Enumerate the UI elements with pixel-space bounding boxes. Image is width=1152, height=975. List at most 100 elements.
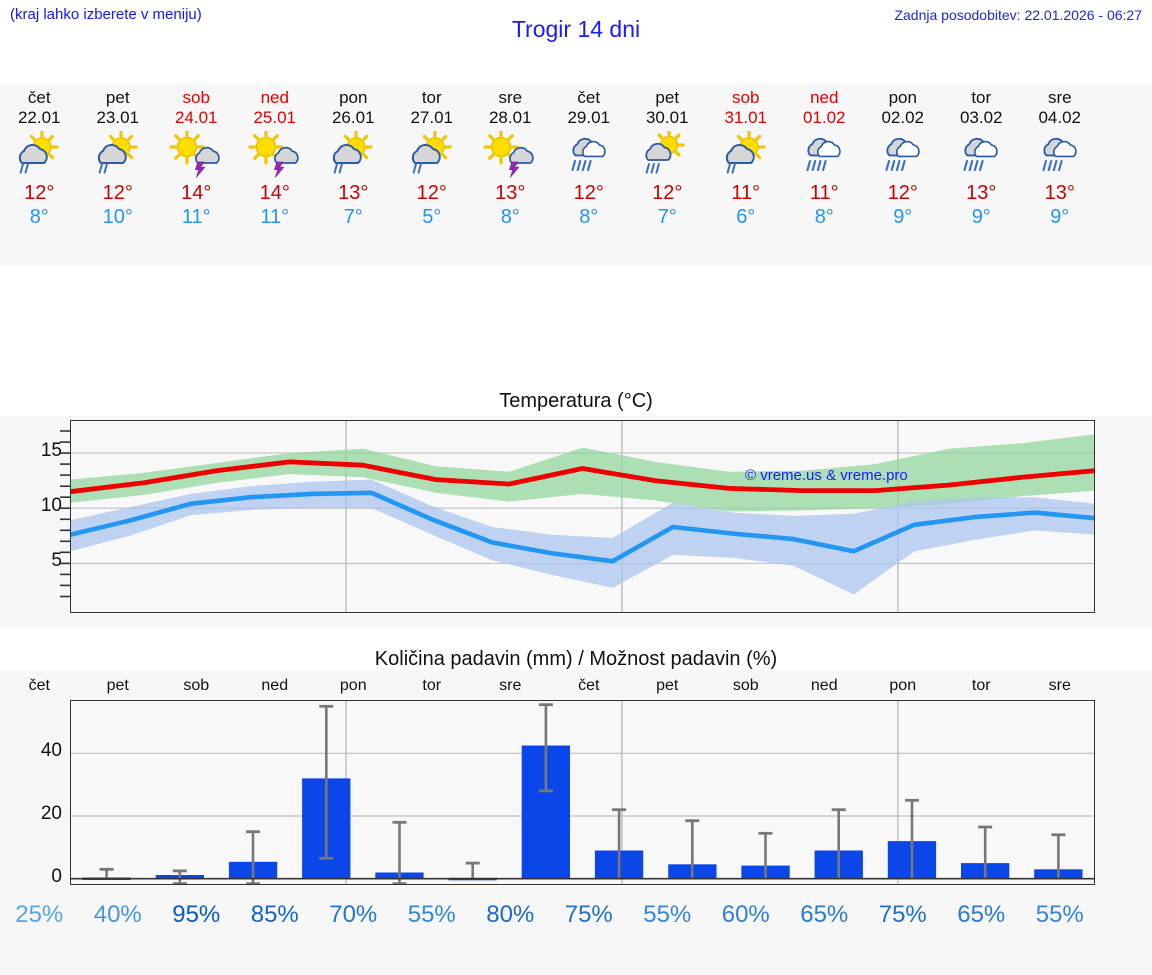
top-bar: (kraj lahko izberete v meniju) Trogir 14… xyxy=(0,0,1152,62)
last-updated-text: Zadnja posodobitev: 22.01.2026 - 06:27 xyxy=(894,7,1142,23)
forecast-day-column[interactable]: tor 03.02 13° 9° xyxy=(942,84,1021,266)
day-date: 30.01 xyxy=(645,108,689,127)
forecast-day-column[interactable]: pon 26.01 13° 7° xyxy=(314,84,393,266)
day-min-temp: 8° xyxy=(814,206,834,228)
sun-cloud-thunder-icon xyxy=(479,131,541,179)
precip-chart-title-backdrop xyxy=(0,640,1152,670)
precipitation-day-label: pon xyxy=(339,677,367,694)
day-max-temp: 12° xyxy=(416,182,447,204)
precipitation-day-labels: čet pet sob ned pon tor sre čet pet sob ned pon tor s… xyxy=(0,675,1152,697)
precipitation-probability: 65% xyxy=(800,901,849,928)
day-max-temp: 13° xyxy=(338,182,369,204)
forecast-day-column[interactable]: tor 27.01 12° 5° xyxy=(393,84,472,266)
day-max-temp: 12° xyxy=(573,182,604,204)
day-max-temp: 11° xyxy=(809,182,839,204)
precipitation-day-label: sob xyxy=(732,677,759,694)
day-date: 26.01 xyxy=(331,108,375,127)
day-min-temp: 9° xyxy=(893,206,913,228)
day-name: tor xyxy=(971,88,992,107)
precipitation-probability: 55% xyxy=(643,901,692,928)
precipitation-probability: 55% xyxy=(407,901,456,928)
temperature-axis-ticks xyxy=(60,430,70,598)
day-name: sob xyxy=(182,88,210,107)
forecast-day-strip: čet 22.01 12° 8° pet 23.01 12° 10° sob 24.01 14… xyxy=(0,84,1152,266)
precipitation-probability: 25% xyxy=(15,901,64,928)
forecast-day-column[interactable]: čet 22.01 12° 8° xyxy=(0,84,79,266)
day-max-temp: 11° xyxy=(731,182,761,204)
precipitation-day-label: tor xyxy=(971,677,991,694)
precipitation-probability: 70% xyxy=(329,901,378,928)
precipitation-day-label: pon xyxy=(889,677,917,694)
forecast-day-column[interactable]: sob 24.01 14° 11° xyxy=(157,84,236,266)
day-name: pon xyxy=(339,88,368,107)
precipitation-day-label: tor xyxy=(422,677,442,694)
forecast-day-column[interactable]: pon 02.02 12° 9° xyxy=(864,84,943,266)
day-date: 29.01 xyxy=(567,108,611,127)
day-date: 25.01 xyxy=(253,108,297,127)
precipitation-chart-title: Količina padavin (mm) / Možnost padavin … xyxy=(374,648,778,670)
forecast-day-column[interactable]: sob 31.01 11° 6° xyxy=(707,84,786,266)
precipitation-day-label: pet xyxy=(106,677,129,694)
sun-cloud-thunder-icon xyxy=(244,131,306,179)
precipitation-day-label: sre xyxy=(499,677,522,694)
day-min-temp: 9° xyxy=(971,206,991,228)
day-max-temp: 13° xyxy=(495,182,526,204)
page-title: Trogir 14 dni xyxy=(511,16,641,42)
day-max-temp: 13° xyxy=(966,182,997,204)
sun-cloud-rain-icon xyxy=(322,131,384,179)
precipitation-day-label: čet xyxy=(28,677,50,694)
day-min-temp: 7° xyxy=(343,206,363,228)
day-date: 01.02 xyxy=(802,108,846,127)
precipitation-y-tick-label: 0 xyxy=(51,865,62,887)
day-min-temp: 8° xyxy=(29,206,49,228)
day-date: 31.01 xyxy=(724,108,768,127)
forecast-day-column[interactable]: pet 30.01 12° 7° xyxy=(628,84,707,266)
day-name: sre xyxy=(498,88,523,107)
day-name: čet xyxy=(577,88,601,107)
forecast-day-column[interactable]: ned 25.01 14° 11° xyxy=(236,84,315,266)
cloud-heavy-rain-icon xyxy=(950,131,1012,179)
day-min-temp: 9° xyxy=(1050,206,1070,228)
day-date: 27.01 xyxy=(410,108,454,127)
day-min-temp: 11° xyxy=(260,206,290,228)
day-date: 02.02 xyxy=(881,108,925,127)
temperature-chart-title: Temperatura (°C) xyxy=(0,388,1152,414)
day-date: 23.01 xyxy=(96,108,140,127)
temperature-y-tick-label: 15 xyxy=(40,440,62,462)
forecast-day-column[interactable]: sre 28.01 13° 8° xyxy=(471,84,550,266)
precipitation-probability: 55% xyxy=(1035,901,1084,928)
precipitation-probability: 75% xyxy=(878,901,927,928)
cloud-heavy-rain-icon xyxy=(1029,131,1091,179)
sun-cloud-rain-icon xyxy=(8,131,70,179)
forecast-day-column[interactable]: pet 23.01 12° 10° xyxy=(79,84,158,266)
precipitation-probability: 95% xyxy=(172,901,221,928)
day-min-temp: 5° xyxy=(422,206,442,228)
precipitation-probability: 85% xyxy=(250,901,299,928)
temperature-y-tick-label: 10 xyxy=(40,495,62,517)
day-date: 22.01 xyxy=(17,108,61,127)
precipitation-plot xyxy=(70,700,1095,885)
sun-cloud-heavy-rain-icon xyxy=(636,131,698,179)
day-max-temp: 12° xyxy=(887,182,918,204)
precipitation-day-label: ned xyxy=(810,677,838,694)
sun-cloud-thunder-icon xyxy=(165,131,227,179)
day-min-temp: 7° xyxy=(657,206,677,228)
precipitation-day-label: sre xyxy=(1048,677,1071,694)
precipitation-probability-labels: 25% 40% 95% 85% 70% 55% 80% 75% 55% 60% 65% 75% 65% 5… xyxy=(0,898,1152,934)
day-name: pon xyxy=(888,88,917,107)
temperature-y-tick-label: 5 xyxy=(51,550,62,572)
day-max-temp: 13° xyxy=(1044,182,1075,204)
day-min-temp: 8° xyxy=(500,206,520,228)
temperature-plot xyxy=(70,420,1095,613)
day-date: 24.01 xyxy=(174,108,218,127)
forecast-day-column[interactable]: sre 04.02 13° 9° xyxy=(1021,84,1100,266)
forecast-day-column[interactable]: čet 29.01 12° 8° xyxy=(550,84,629,266)
copyright-notice: © vreme.us & vreme.pro xyxy=(745,467,908,484)
forecast-day-column[interactable]: ned 01.02 11° 8° xyxy=(785,84,864,266)
precipitation-day-label: ned xyxy=(261,677,289,694)
day-max-temp: 14° xyxy=(181,182,212,204)
day-max-temp: 12° xyxy=(24,182,55,204)
cloud-heavy-rain-icon xyxy=(793,131,855,179)
menu-hint-text: (kraj lahko izberete v meniju) xyxy=(10,6,202,23)
